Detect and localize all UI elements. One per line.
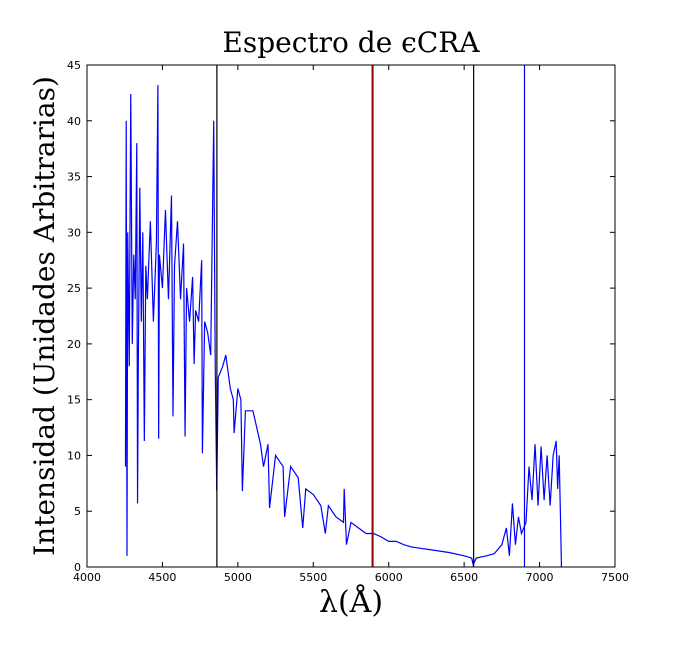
x-tick-label: 5500 [299,571,327,584]
spectrum-line [124,85,563,567]
y-tick-label: 30 [67,226,81,239]
y-axis-label: Intensidad (Unidades Arbitrarias) [28,76,61,556]
x-tick-label: 5000 [224,571,252,584]
x-tick-label: 6500 [450,571,478,584]
y-tick-label: 15 [67,394,81,407]
x-tick-label: 6000 [375,571,403,584]
x-tick-label: 7000 [526,571,554,584]
y-tick-label: 10 [67,449,81,462]
x-tick-label: 4000 [73,571,101,584]
y-tick-label: 45 [67,59,81,72]
y-tick-label: 25 [67,282,81,295]
plot-frame [86,64,616,568]
x-tick-label: 4500 [148,571,176,584]
y-tick-label: 35 [67,171,81,184]
y-tick-label: 20 [67,338,81,351]
x-tick-label: 7500 [601,571,629,584]
y-tick-label: 40 [67,115,81,128]
chart-title: Espectro de ϵCRA [222,26,480,59]
x-axis-label: λ(Å) [319,584,383,620]
y-tick-label: 0 [74,561,81,574]
y-tick-label: 5 [74,505,81,518]
